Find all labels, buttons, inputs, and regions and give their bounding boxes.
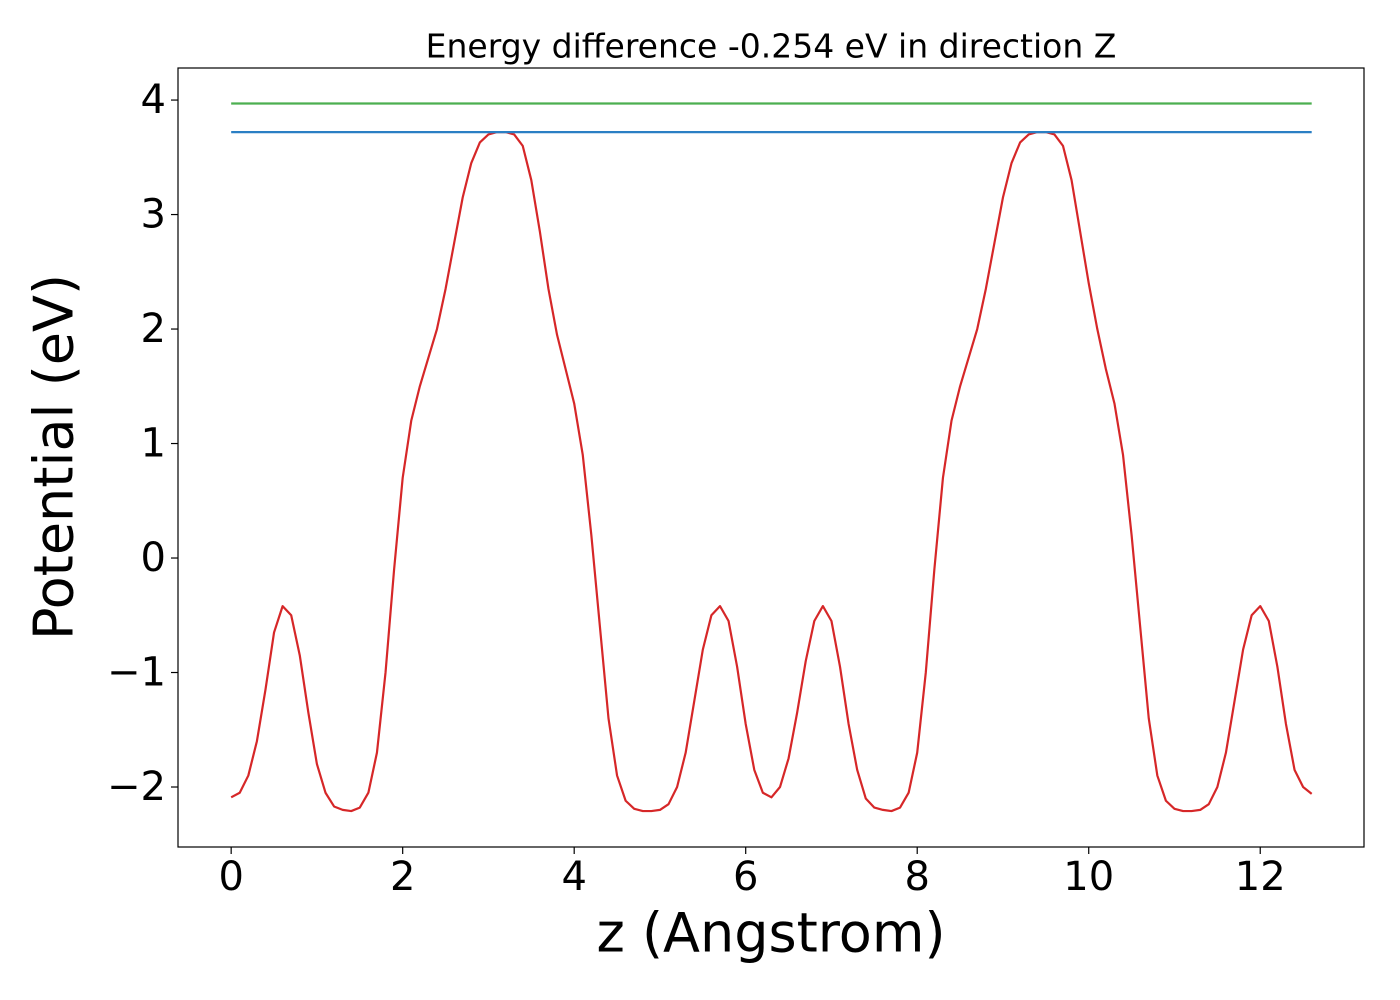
y-tick-label: −1 (107, 650, 166, 696)
chart-title: Energy difference -0.254 eV in direction… (426, 27, 1117, 66)
x-tick-label: 10 (1063, 854, 1114, 900)
y-tick-label: 1 (141, 421, 166, 467)
y-tick-label: −2 (107, 764, 166, 810)
y-axis-label: Potential (eV) (23, 274, 86, 640)
x-tick-label: 12 (1235, 854, 1286, 900)
y-tick-label: 0 (141, 535, 166, 581)
x-tick-label: 0 (218, 854, 243, 900)
x-tick-label: 8 (904, 854, 929, 900)
x-axis-label: z (Angstrom) (596, 902, 945, 965)
x-tick-label: 2 (390, 854, 415, 900)
y-tick-label: 3 (141, 192, 166, 238)
y-tick-label: 4 (141, 77, 166, 123)
series-line (230, 131, 1313, 813)
x-tick-label: 6 (733, 854, 758, 900)
y-tick-label: 2 (141, 306, 166, 352)
x-tick-label: 4 (561, 854, 586, 900)
plot-frame (177, 67, 1365, 848)
